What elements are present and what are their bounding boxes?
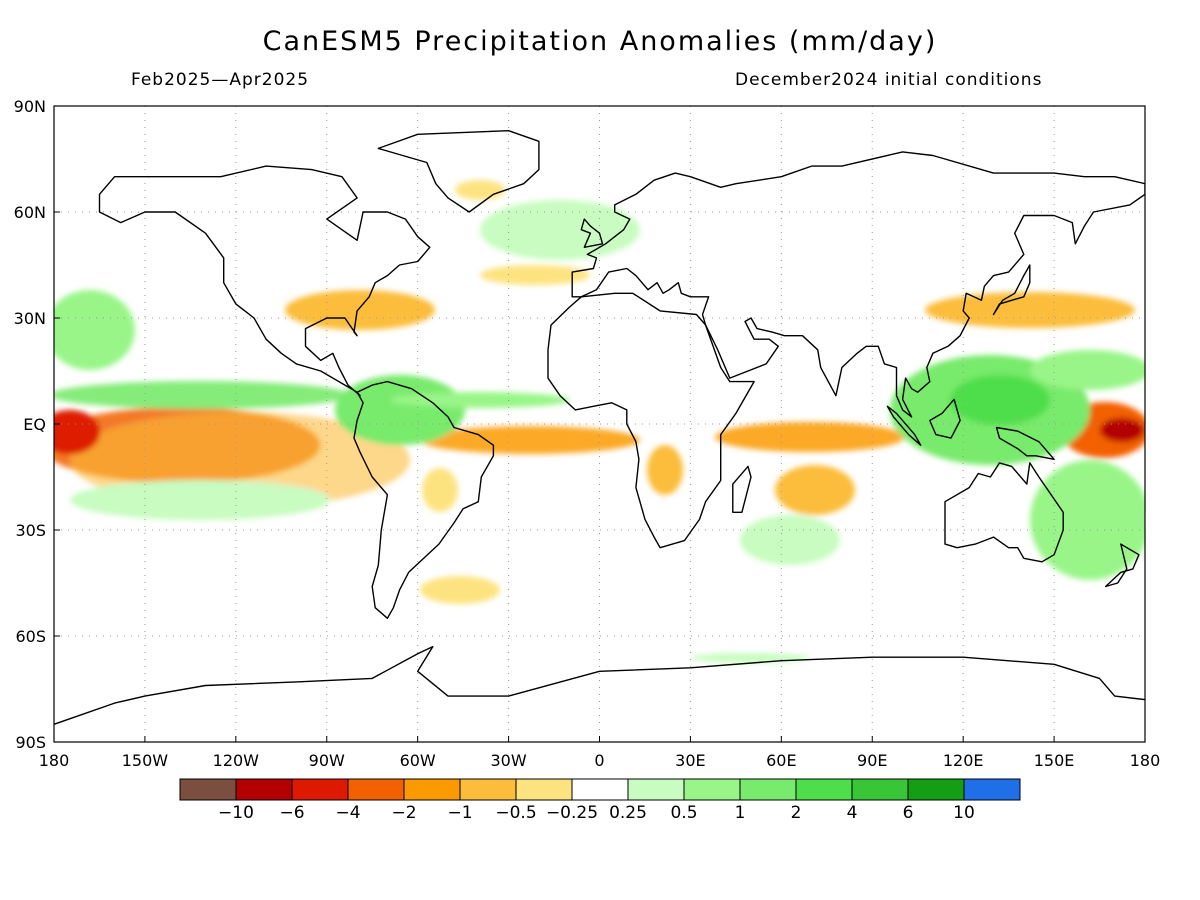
wet-anomaly-amazon <box>335 375 465 445</box>
dry-anomaly-southern-africa <box>647 445 683 495</box>
lon-tick-label: 120W <box>213 751 260 770</box>
dry-anomaly-south-indian <box>775 465 855 515</box>
africa-outline <box>547 292 755 549</box>
british-isles-outline <box>580 218 604 249</box>
colorbar-swatch <box>291 778 349 801</box>
lat-tick-label: 90S <box>15 733 46 752</box>
colorbar-swatch <box>851 778 909 801</box>
lon-tick-label: 120E <box>943 751 984 770</box>
new-zealand-outline <box>1104 543 1140 588</box>
lat-tick-label: 30N <box>14 309 46 328</box>
wet-anomaly-north-pacific <box>54 290 135 370</box>
dry-anomaly-west-pacific-core <box>1100 418 1144 442</box>
lon-tick-label: 60E <box>766 751 796 770</box>
wet-anomaly-south-indian <box>740 515 840 565</box>
madagascar-outline <box>732 465 752 513</box>
lat-tick-label: 90N <box>14 97 46 116</box>
dry-anomaly-labrador <box>455 180 505 200</box>
lon-tick-label: 30W <box>490 751 526 770</box>
colorbar-label: −1 <box>447 803 472 823</box>
colorbar-label: 4 <box>847 803 858 823</box>
dry-anomaly-indian-ocean <box>715 422 905 452</box>
colorbar-label: −6 <box>279 803 304 823</box>
dry-anomaly-kuroshio <box>925 292 1135 328</box>
colorbar-label: 0.5 <box>670 803 697 823</box>
dry-anomaly-brazil <box>422 468 458 512</box>
lon-tick-label: 0 <box>594 751 604 770</box>
lon-tick-label: 180 <box>1130 751 1161 770</box>
lat-tick-label: 60S <box>15 627 46 646</box>
dry-anomaly-dateline <box>54 410 100 454</box>
antarctica-outline <box>54 645 1145 725</box>
colorbar-swatch <box>347 778 405 801</box>
colorbar-label: 6 <box>903 803 914 823</box>
eurasia-outline <box>571 151 1145 418</box>
latitude-axis: 90N 60N 30N EQ 30S 60S 90S <box>14 97 60 752</box>
lon-tick-label: 30E <box>675 751 705 770</box>
colorbar-swatch <box>795 778 853 801</box>
dry-anomaly-north-atlantic <box>480 265 590 285</box>
wet-anomaly-atlantic-itcz <box>390 392 570 408</box>
colorbar-swatch <box>571 778 629 801</box>
wet-anomaly-north-atlantic <box>480 200 640 260</box>
new-guinea-outline <box>995 426 1055 460</box>
wet-anomaly-southwest-pacific <box>1030 460 1145 580</box>
lon-tick-label: 150E <box>1034 751 1075 770</box>
colorbar-swatch <box>739 778 797 801</box>
colorbar-label: 10 <box>953 803 975 823</box>
lon-tick-label: 180 <box>39 751 70 770</box>
australia-outline <box>944 462 1064 563</box>
wet-anomaly-pacific-itcz <box>54 381 350 409</box>
colorbar-label: −10 <box>218 803 254 823</box>
colorbar-label: 1 <box>735 803 746 823</box>
colorbar-swatch <box>235 778 293 801</box>
colorbar-swatch <box>179 778 237 801</box>
lat-tick-label: EQ <box>23 415 46 434</box>
colorbar-label: −0.25 <box>546 803 598 823</box>
colorbar: −10 −6 −4 −2 −1 −0.5 −0.25 0.25 0.5 1 2 4 6 10 <box>179 778 1021 823</box>
colorbar-label: −0.5 <box>495 803 536 823</box>
map-title: CanESM5 Precipitation Anomalies (mm/day) <box>262 26 938 57</box>
colorbar-swatch <box>627 778 685 801</box>
north-america-outline <box>98 165 431 397</box>
wet-anomaly-maritime-core <box>950 375 1050 425</box>
wet-anomaly-west-pacific-north <box>1030 350 1145 390</box>
wet-anomaly-south-pacific <box>70 480 330 520</box>
borneo-outline <box>929 398 961 439</box>
wet-anomaly-southern-ocean <box>690 653 810 663</box>
colorbar-swatch <box>403 778 461 801</box>
colorbar-swatch <box>963 778 1021 801</box>
forecast-period: Feb2025—Apr2025 <box>131 70 310 90</box>
colorbar-swatch <box>907 778 965 801</box>
lon-tick-label: 90W <box>309 751 345 770</box>
lon-tick-label: 60W <box>400 751 436 770</box>
colorbar-swatch <box>459 778 517 801</box>
anomaly-field <box>54 180 1145 663</box>
japan-outline <box>992 264 1031 316</box>
dry-anomaly-gulf-atlantic <box>285 290 435 330</box>
colorbar-swatch <box>515 778 573 801</box>
colorbar-label: 2 <box>791 803 802 823</box>
lon-tick-label: 90E <box>857 751 887 770</box>
sumatra-outline <box>886 405 922 446</box>
continent-outlines <box>54 129 1145 725</box>
lat-tick-label: 60N <box>14 203 46 222</box>
colorbar-label: −2 <box>391 803 416 823</box>
greenland-outline <box>377 129 540 213</box>
colorbar-label: −4 <box>335 803 360 823</box>
lon-tick-label: 150W <box>122 751 169 770</box>
initial-conditions-label: December2024 initial conditions <box>735 70 1043 90</box>
colorbar-label: 0.25 <box>609 803 647 823</box>
longitude-axis: 180 150W 120W 90W 60W 30W 0 30E 60E 90E 120E 150E 18… <box>39 736 1161 770</box>
south-america-outline <box>353 380 495 619</box>
colorbar-swatch <box>683 778 741 801</box>
lat-tick-label: 30S <box>15 521 46 540</box>
dry-anomaly-south-atlantic <box>420 576 500 604</box>
